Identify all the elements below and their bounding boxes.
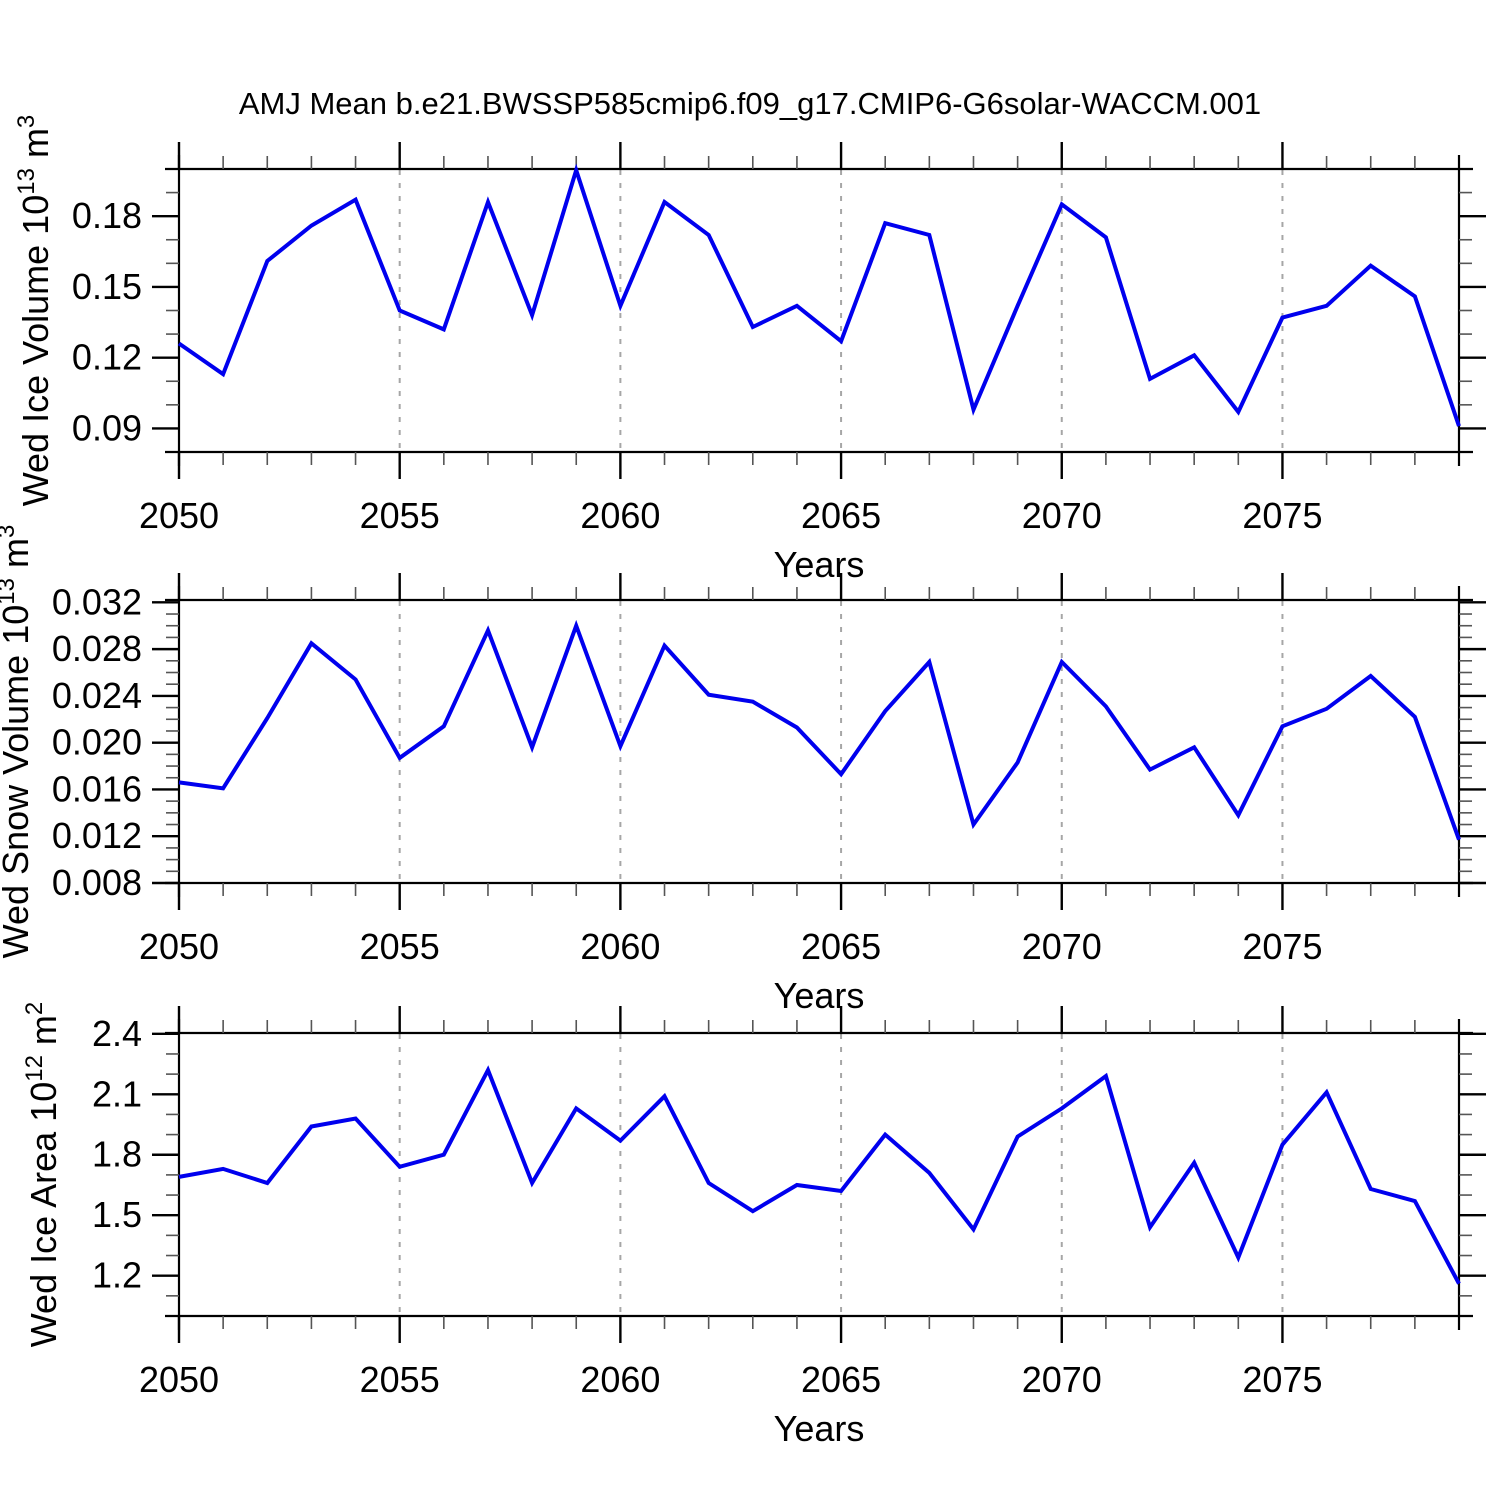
chart-title: AMJ Mean b.e21.BWSSP585cmip6.f09_g17.CMI…	[238, 86, 1262, 121]
x-axis-label: Years	[774, 975, 865, 1016]
x-tick-label: 2075	[1242, 1359, 1322, 1400]
plot-frame	[165, 1019, 1473, 1330]
x-tick-label: 2050	[139, 1359, 219, 1400]
y-tick-label: 1.2	[92, 1255, 142, 1296]
plot-frame	[165, 155, 1473, 466]
panel-ice-volume: 0.09 0.12 0.15 0.18 2050 2055 2060 2065 2070 2075…	[13, 115, 1486, 585]
x-tick-label: 2055	[360, 495, 440, 536]
y-tick-label: 0.18	[72, 195, 142, 236]
x-ticks	[177, 573, 1416, 910]
y-ticks	[152, 191, 1486, 430]
y-tick-label: 2.4	[92, 1013, 142, 1054]
y-tick-label: 0.020	[52, 722, 142, 763]
y-tick-label: 0.09	[72, 407, 142, 448]
y-tick-label: 0.032	[52, 581, 142, 622]
x-tick-label: 2050	[139, 926, 219, 967]
x-tick-label: 2065	[801, 1359, 881, 1400]
x-tick-label: 2055	[360, 926, 440, 967]
x-tick-label: 2065	[801, 926, 881, 967]
y-ticks	[152, 1032, 1486, 1297]
y-ticks	[152, 601, 1486, 885]
data-line-ice-volume	[177, 163, 1461, 427]
y-tick-label: 0.028	[52, 628, 142, 669]
x-tick-label: 2070	[1022, 1359, 1102, 1400]
x-tick-label: 2075	[1242, 495, 1322, 536]
y-axis-label: Wed Snow Volume 1013 m3	[0, 525, 36, 959]
data-line-ice-area	[178, 1065, 1461, 1285]
data-line-snow-volume	[178, 619, 1461, 841]
panel-snow-volume: 0.008 0.012 0.016 0.020 0.024 0.028 0.032 2050 2…	[0, 525, 1486, 1016]
x-ticks	[177, 1006, 1416, 1343]
y-tick-label: 1.5	[92, 1194, 142, 1235]
x-tick-label: 2070	[1022, 495, 1102, 536]
x-tick-label: 2075	[1242, 926, 1322, 967]
x-axis-label: Years	[774, 544, 865, 585]
y-tick-label: 0.15	[72, 266, 142, 307]
x-tick-label: 2060	[580, 1359, 660, 1400]
y-tick-label: 0.008	[52, 862, 142, 903]
x-axis-label: Years	[774, 1408, 865, 1449]
y-tick-label: 0.012	[52, 815, 142, 856]
x-tick-label: 2065	[801, 495, 881, 536]
y-axis-label: Wed Ice Area 1012 m2	[21, 1002, 64, 1348]
x-tick-label: 2055	[360, 1359, 440, 1400]
y-axis-label: Wed Ice Volume 1013 m3	[13, 115, 56, 507]
y-tick-label: 2.1	[92, 1073, 142, 1114]
x-tick-label: 2070	[1022, 926, 1102, 967]
y-tick-label: 1.8	[92, 1134, 142, 1175]
x-ticks	[177, 142, 1416, 479]
y-tick-label: 0.12	[72, 337, 142, 378]
y-tick-label: 0.016	[52, 768, 142, 809]
panel-ice-area: 1.2 1.5 1.8 2.1 2.4 2050 2055 2060 2065 2070 2075 Y…	[21, 1002, 1486, 1449]
x-tick-label: 2050	[139, 495, 219, 536]
y-tick-label: 0.024	[52, 675, 142, 716]
x-tick-label: 2060	[580, 926, 660, 967]
x-tick-label: 2060	[580, 495, 660, 536]
